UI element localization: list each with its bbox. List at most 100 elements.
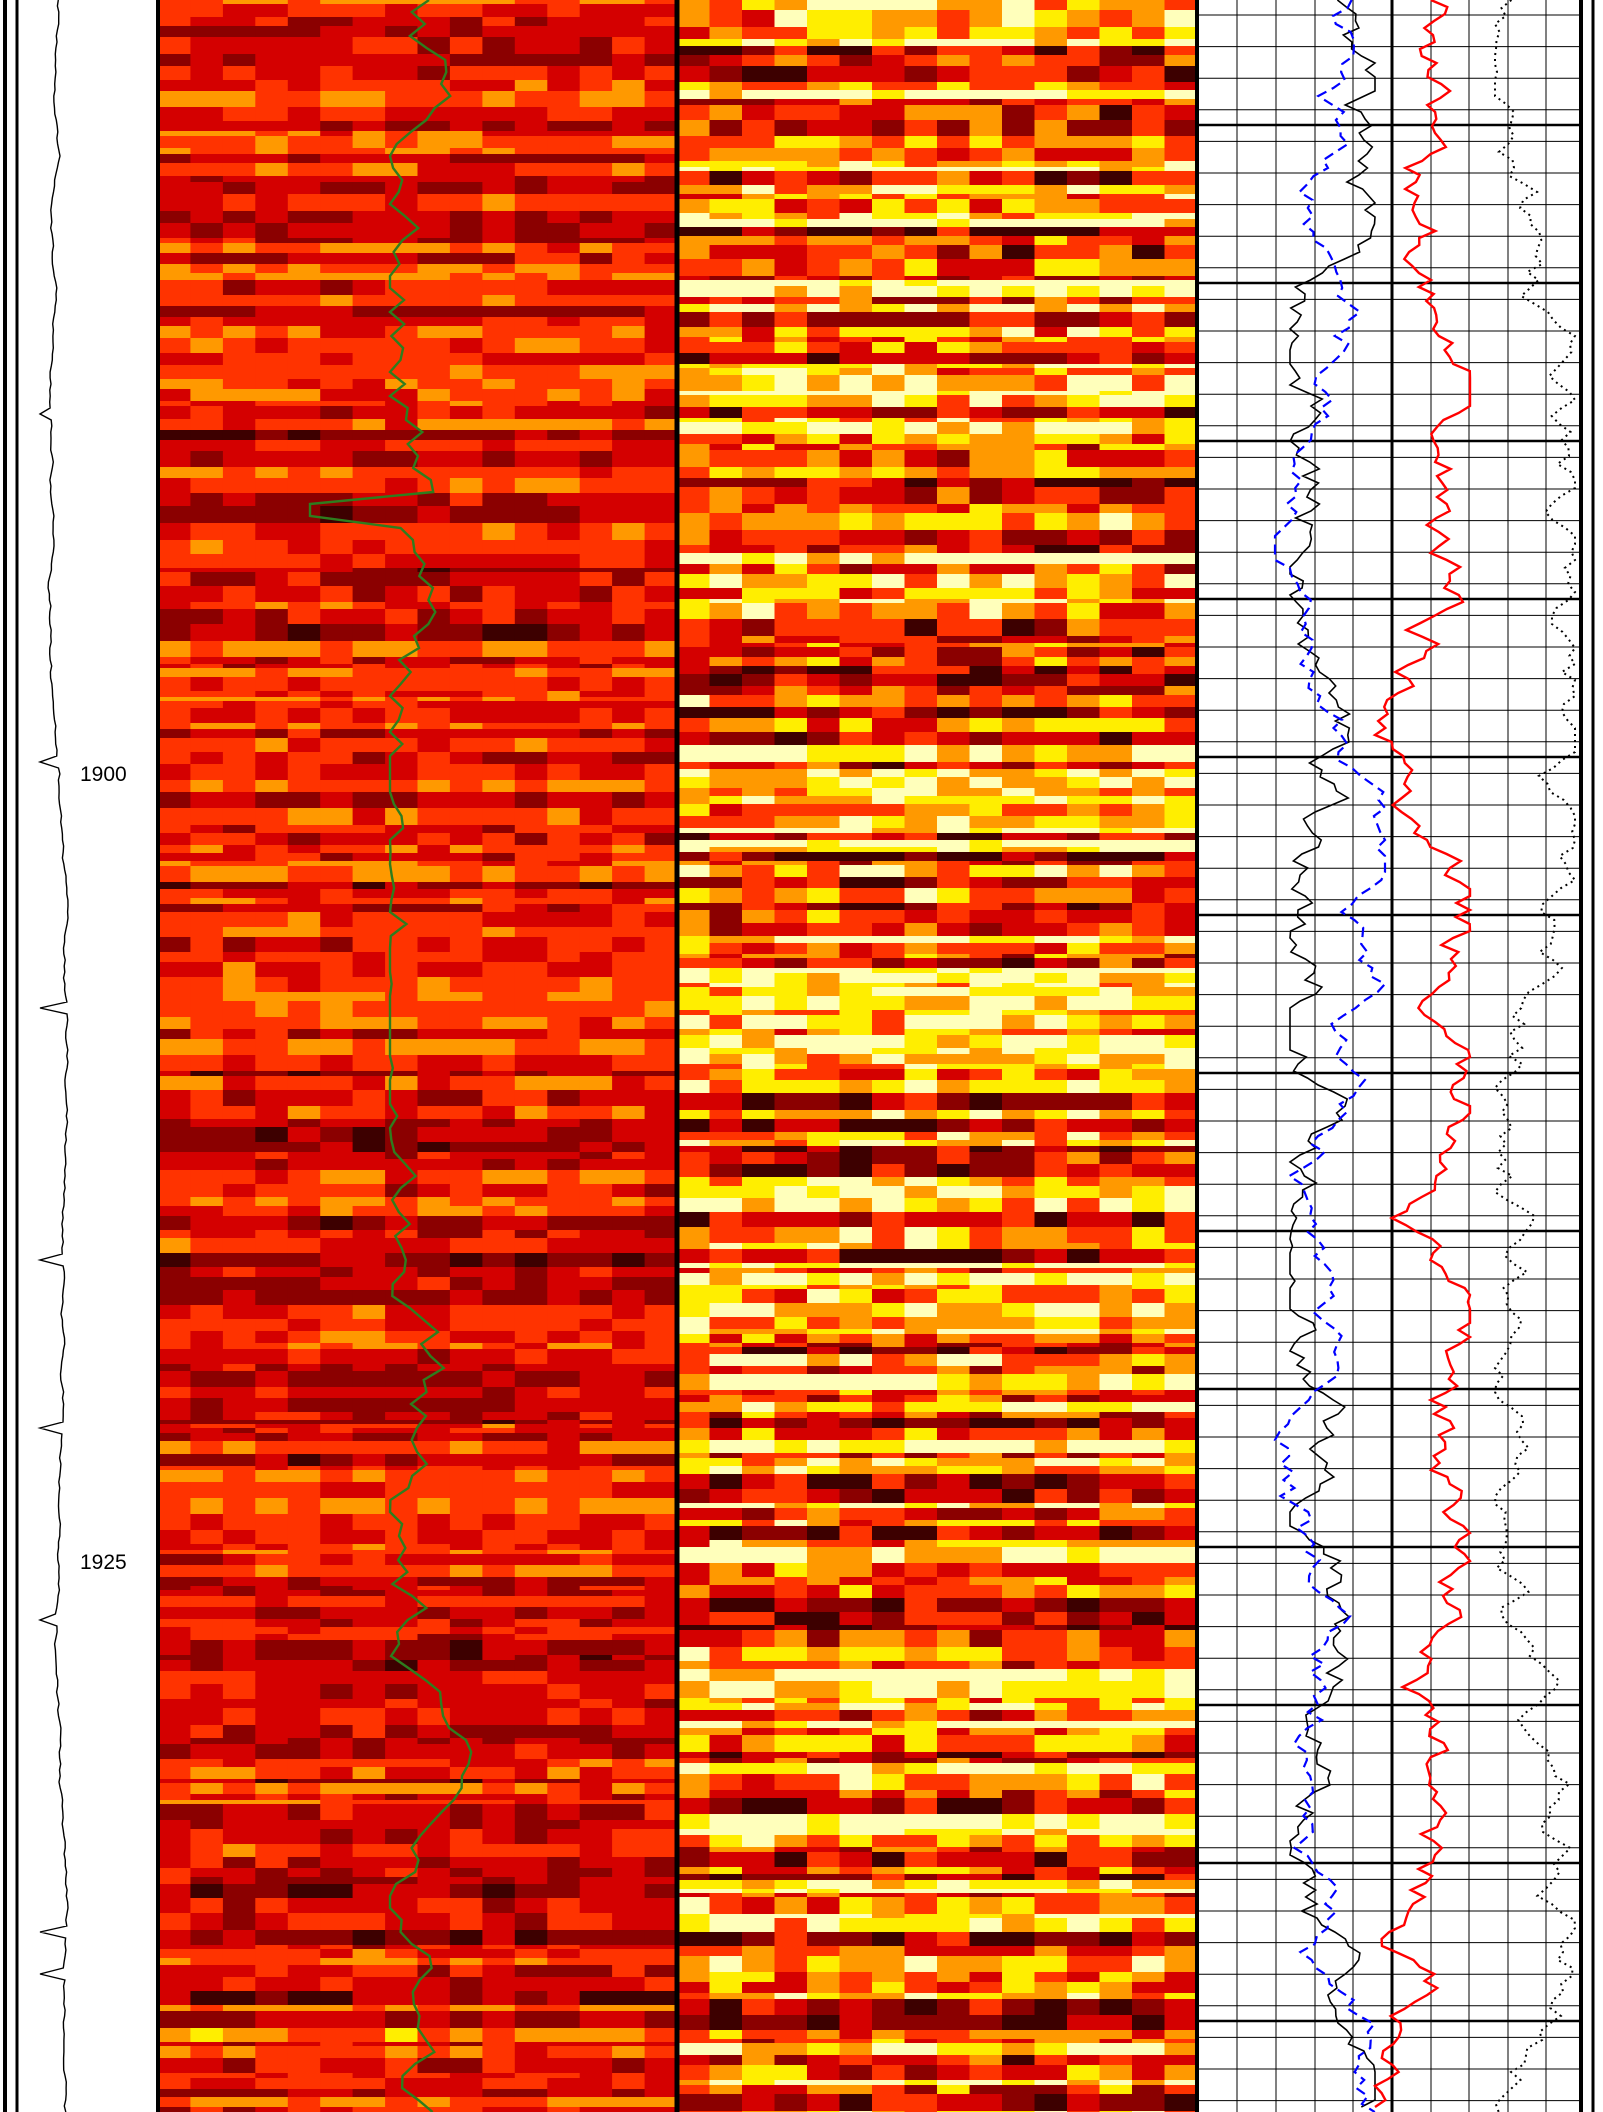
image-right-cell — [969, 276, 1003, 280]
image-left-cell — [612, 1364, 646, 1371]
image-left-cell — [255, 825, 289, 833]
image-left-cell — [482, 1660, 516, 1671]
image-left-cell — [287, 1800, 321, 1804]
image-left-cell — [222, 554, 256, 568]
image-left-cell — [612, 1305, 646, 1319]
image-left-cell — [547, 554, 581, 568]
image-left-cell — [287, 866, 321, 882]
image-right-cell — [872, 304, 906, 312]
image-left-cell — [190, 238, 224, 243]
image-right-cell — [677, 418, 711, 422]
image-right-cell — [709, 1069, 743, 1080]
image-left-cell — [612, 554, 646, 568]
image-left-cell — [222, 2058, 256, 2073]
image-left-cell — [385, 430, 419, 440]
image-left-cell — [352, 1441, 386, 1454]
image-left-cell — [352, 2078, 386, 2089]
image-right-cell — [904, 259, 938, 276]
image-left-cell — [547, 1767, 581, 1779]
image-right-cell — [1034, 422, 1068, 434]
image-left-cell — [190, 1090, 224, 1106]
image-left-cell — [547, 677, 581, 691]
image-left-cell — [514, 624, 548, 641]
image-left-cell — [352, 1371, 386, 1387]
image-left-cell — [320, 889, 354, 898]
image-left-cell — [612, 1725, 646, 1738]
image-right-cell — [937, 1035, 971, 1048]
image-right-cell — [1099, 478, 1133, 487]
image-right-cell — [709, 1054, 743, 1064]
image-left-cell — [417, 163, 451, 176]
image-left-cell — [320, 238, 354, 243]
image-right-cell — [1164, 847, 1198, 852]
image-left-cell — [385, 845, 419, 853]
image-right-cell — [1132, 487, 1166, 504]
image-left-cell — [222, 1634, 256, 1640]
image-right-cell — [1034, 82, 1068, 90]
image-left-cell — [417, 1206, 451, 1216]
image-left-cell — [352, 927, 386, 937]
image-left-cell — [612, 54, 646, 66]
image-left-cell — [190, 1424, 224, 1428]
image-right-cell — [1132, 391, 1166, 395]
image-right-cell — [839, 55, 873, 66]
image-right-cell — [709, 27, 743, 39]
image-left-cell — [352, 1230, 386, 1238]
image-right-cell — [937, 647, 971, 657]
image-right-cell — [937, 395, 971, 407]
image-left-cell — [158, 353, 191, 365]
image-right-cell — [904, 213, 938, 219]
image-right-cell — [1002, 588, 1036, 599]
image-left-cell — [514, 66, 548, 80]
image-right-cell — [1099, 161, 1133, 167]
image-right-cell — [709, 1110, 743, 1119]
image-left-cell — [579, 1596, 613, 1607]
image-left-cell — [514, 1001, 548, 1017]
image-left-cell — [449, 1349, 483, 1364]
image-left-cell — [320, 1433, 354, 1441]
image-right-cell — [1099, 643, 1133, 647]
image-right-cell — [1034, 1132, 1068, 1140]
image-right-cell — [1034, 745, 1068, 762]
image-left-cell — [417, 37, 451, 54]
image-right-cell — [807, 513, 841, 530]
image-left-cell — [352, 1090, 386, 1106]
image-right-cell — [807, 996, 841, 1010]
image-left-cell — [222, 1779, 256, 1783]
image-right-cell — [742, 603, 776, 619]
image-left-cell — [287, 1039, 321, 1055]
image-left-cell — [514, 882, 548, 889]
image-left-cell — [287, 121, 321, 131]
image-left-cell — [222, 1550, 256, 1554]
image-right-cell — [742, 1069, 776, 1080]
image-left-cell — [449, 1565, 483, 1577]
image-left-cell — [222, 572, 256, 586]
image-left-cell — [255, 1267, 289, 1277]
image-left-cell — [158, 1305, 191, 1319]
image-right-cell — [1034, 304, 1068, 312]
image-right-cell — [1002, 213, 1036, 219]
image-right-cell — [1164, 636, 1198, 643]
image-right-cell — [839, 636, 873, 643]
image-left-cell — [644, 691, 678, 697]
image-left-cell — [287, 440, 321, 451]
image-left-cell — [449, 1898, 483, 1913]
image-left-cell — [449, 338, 483, 353]
image-left-cell — [579, 882, 613, 889]
image-left-cell — [222, 280, 256, 295]
image-right-cell — [677, 954, 711, 958]
image-left-cell — [222, 4, 256, 17]
image-right-cell — [969, 695, 1003, 707]
image-left-cell — [417, 1767, 451, 1779]
image-left-cell — [579, 1530, 613, 1544]
image-right-cell — [1067, 936, 1101, 943]
image-right-cell — [807, 1015, 841, 1029]
image-right-cell — [709, 1119, 743, 1132]
image-left-cell — [190, 1544, 224, 1550]
image-left-cell — [612, 780, 646, 792]
image-left-cell — [385, 1783, 419, 1794]
image-right-cell — [1067, 564, 1101, 574]
image-right-cell — [872, 219, 906, 227]
image-right-cell — [774, 745, 808, 762]
image-left-cell — [547, 2089, 581, 2097]
